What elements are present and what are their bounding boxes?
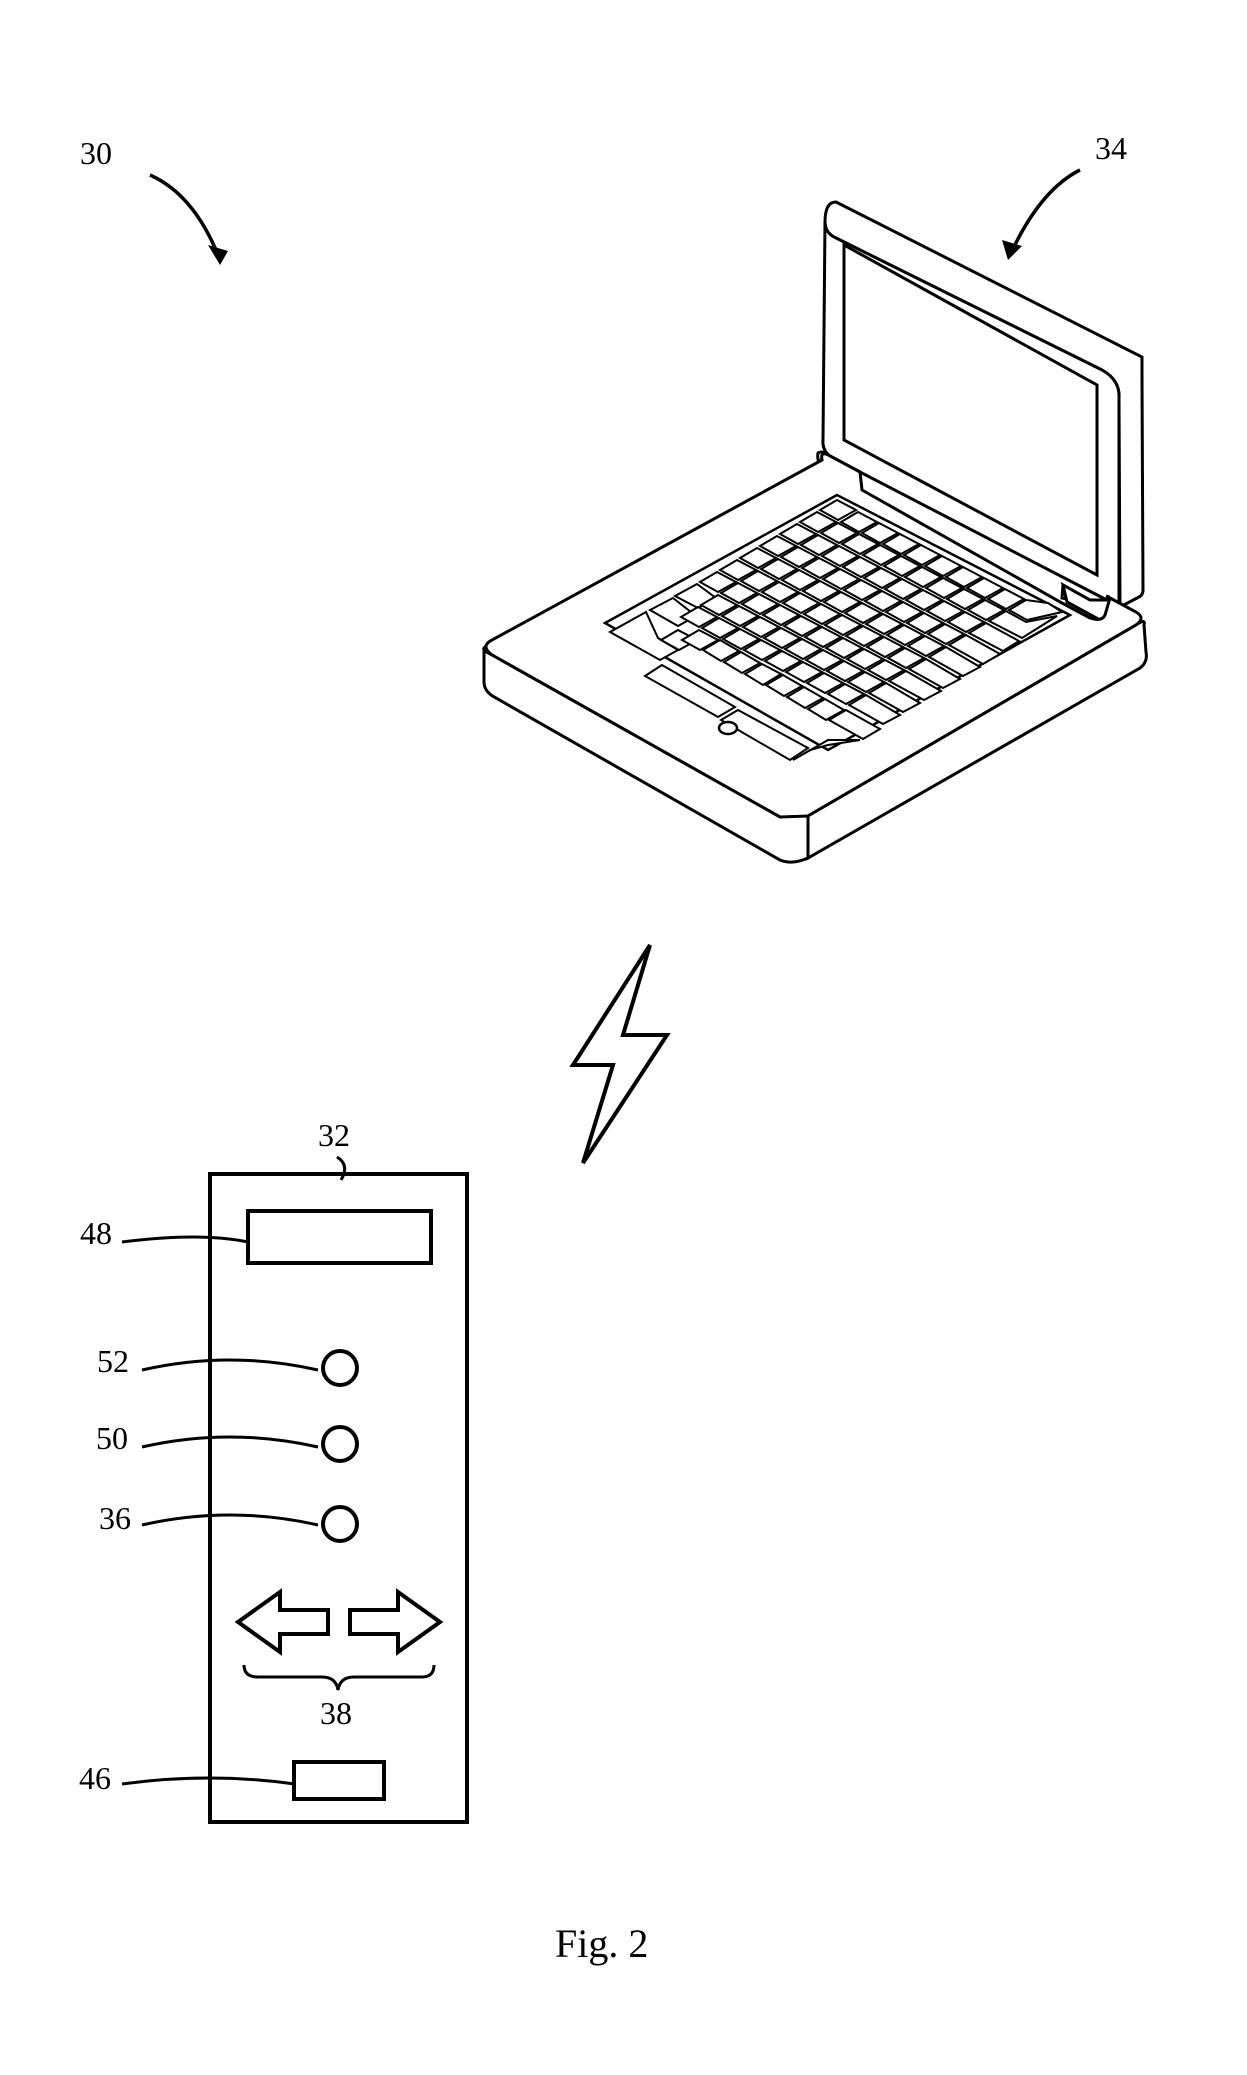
leader-32 <box>335 1155 375 1185</box>
leader-arrow-30 <box>120 165 260 295</box>
ref-label-52: 52 <box>97 1343 129 1380</box>
ref-label-36: 36 <box>99 1500 131 1537</box>
ref-label-50: 50 <box>96 1420 128 1457</box>
leader-48 <box>120 1232 260 1252</box>
leader-46 <box>120 1772 300 1792</box>
ref-label-30: 30 <box>80 135 112 172</box>
remote-device <box>200 1155 480 1835</box>
ref-label-48: 48 <box>80 1215 112 1252</box>
leader-52 <box>140 1355 330 1385</box>
leader-50 <box>140 1432 330 1462</box>
wireless-icon <box>545 935 695 1175</box>
ref-label-38: 38 <box>320 1695 352 1732</box>
patent-figure: 30 34 <box>0 0 1247 2075</box>
laptop-icon <box>430 180 1170 880</box>
figure-caption: Fig. 2 <box>555 1920 648 1967</box>
ref-label-46: 46 <box>79 1760 111 1797</box>
leader-36 <box>140 1510 330 1540</box>
ref-label-32: 32 <box>318 1117 350 1154</box>
